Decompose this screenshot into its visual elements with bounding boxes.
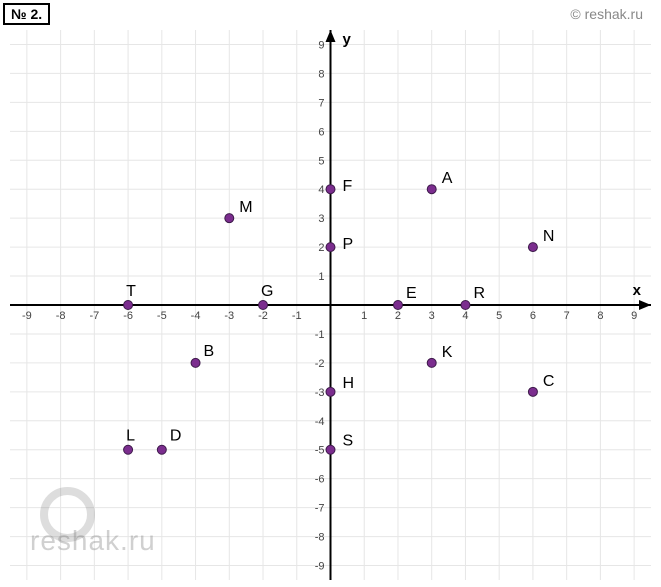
svg-text:1: 1 — [318, 271, 324, 283]
svg-text:A: A — [442, 170, 453, 187]
svg-text:-5: -5 — [315, 445, 325, 457]
svg-text:2: 2 — [318, 242, 324, 254]
svg-text:F: F — [343, 178, 353, 195]
svg-text:x: x — [633, 282, 642, 299]
svg-text:-9: -9 — [22, 310, 32, 322]
svg-text:3: 3 — [318, 213, 324, 225]
svg-text:-2: -2 — [315, 358, 325, 370]
svg-text:L: L — [126, 428, 135, 445]
svg-text:-2: -2 — [258, 310, 268, 322]
svg-text:y: y — [343, 31, 352, 48]
svg-text:H: H — [343, 375, 355, 392]
svg-text:K: K — [442, 344, 453, 361]
svg-text:E: E — [406, 285, 417, 302]
svg-text:N: N — [543, 228, 555, 245]
svg-text:B: B — [204, 343, 215, 360]
svg-text:P: P — [343, 236, 354, 253]
svg-text:6: 6 — [318, 126, 324, 138]
svg-text:4: 4 — [318, 184, 324, 196]
svg-text:-5: -5 — [157, 310, 167, 322]
svg-text:G: G — [261, 283, 273, 300]
svg-text:-1: -1 — [292, 310, 302, 322]
svg-text:3: 3 — [429, 310, 435, 322]
svg-text:7: 7 — [318, 97, 324, 109]
svg-text:8: 8 — [597, 310, 603, 322]
svg-text:4: 4 — [462, 310, 468, 322]
problem-number-badge: № 2. — [3, 3, 50, 25]
svg-text:-8: -8 — [56, 310, 66, 322]
svg-text:9: 9 — [631, 310, 637, 322]
svg-text:-4: -4 — [315, 416, 325, 428]
svg-text:5: 5 — [496, 310, 502, 322]
chart-svg: -9 -8 -7 -6 -5 -4 -3 -2 -1 1 2 3 4 5 6 7 8 9 -9 -8 -7 -6 -5 -4 -… — [10, 30, 651, 580]
svg-text:T: T — [126, 283, 136, 300]
svg-text:2: 2 — [395, 310, 401, 322]
svg-text:8: 8 — [318, 68, 324, 80]
svg-text:7: 7 — [564, 310, 570, 322]
svg-text:-6: -6 — [315, 474, 325, 486]
svg-text:-7: -7 — [89, 310, 99, 322]
svg-text:-1: -1 — [315, 329, 325, 341]
svg-text:R: R — [473, 285, 485, 302]
scatter-chart: -9 -8 -7 -6 -5 -4 -3 -2 -1 1 2 3 4 5 6 7 8 9 -9 -8 -7 -6 -5 -4 -… — [10, 30, 651, 580]
svg-text:-3: -3 — [315, 387, 325, 399]
svg-text:-3: -3 — [224, 310, 234, 322]
svg-text:-8: -8 — [315, 532, 325, 544]
svg-text:S: S — [343, 433, 354, 450]
svg-text:5: 5 — [318, 155, 324, 167]
svg-text:-4: -4 — [191, 310, 201, 322]
svg-text:1: 1 — [361, 310, 367, 322]
svg-text:6: 6 — [530, 310, 536, 322]
svg-text:-9: -9 — [315, 561, 325, 573]
svg-text:9: 9 — [318, 39, 324, 51]
svg-text:D: D — [170, 428, 182, 445]
svg-text:M: M — [239, 199, 252, 216]
svg-text:-6: -6 — [123, 310, 133, 322]
svg-text:-7: -7 — [315, 503, 325, 515]
watermark-top: © reshak.ru — [570, 6, 643, 22]
svg-text:C: C — [543, 373, 555, 390]
